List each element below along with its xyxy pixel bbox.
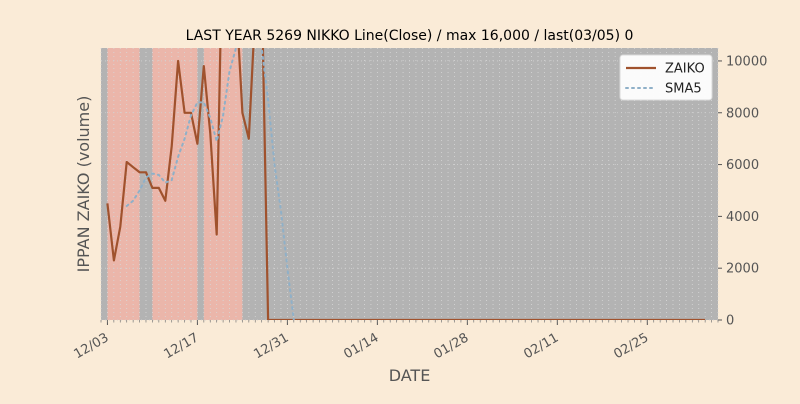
x-tick-label: 12/17 (161, 330, 201, 362)
legend-box (619, 54, 713, 101)
x-tick-label: 12/31 (251, 330, 291, 362)
y-tick-label: 2000 (726, 262, 759, 277)
series-line-sma5 (125, 48, 295, 320)
y-tick-label: 0 (726, 314, 734, 329)
y-tick-label: 6000 (726, 158, 759, 173)
x-tick-label: 01/28 (431, 330, 471, 362)
legend-label-sma5: SMA5 (665, 82, 702, 97)
x-tick-label: 02/11 (521, 330, 561, 362)
series-line-zaiko (106, 48, 706, 320)
legend: ZAIKO SMA5 (619, 54, 713, 101)
y-tick-label: 8000 (726, 106, 759, 121)
y-tick-label: 10000 (726, 54, 767, 69)
y-tick-label: 4000 (726, 210, 759, 225)
x-tick-label: 01/14 (341, 330, 381, 362)
x-tick-label: 12/03 (71, 330, 111, 362)
y-axis-label: IPPAN ZAIKO (volume) (74, 96, 93, 273)
x-tick-label: 02/25 (611, 330, 651, 362)
legend-label-zaiko: ZAIKO (665, 62, 705, 77)
chart-title: LAST YEAR 5269 NIKKO Line(Close) / max 1… (186, 28, 634, 44)
x-axis-label: DATE (389, 366, 431, 385)
